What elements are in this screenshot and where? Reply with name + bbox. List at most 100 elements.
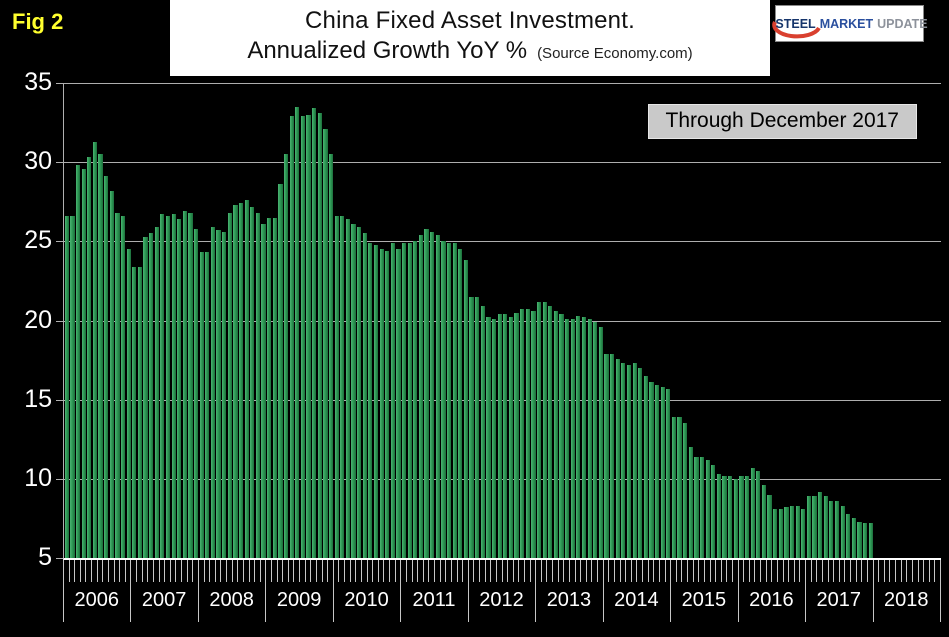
bar	[463, 260, 469, 558]
bar	[424, 228, 429, 558]
y-axis-label: 20	[24, 305, 52, 334]
y-axis-label: 30	[24, 147, 52, 176]
y-axis-tick	[56, 399, 63, 401]
bar	[576, 315, 581, 558]
bar	[565, 318, 570, 558]
bar	[323, 128, 328, 558]
month-tick	[883, 560, 885, 582]
month-tick	[321, 560, 323, 582]
month-tick	[720, 560, 722, 582]
annotation-box: Through December 2017	[647, 104, 917, 139]
month-tick	[630, 560, 632, 582]
bar	[868, 523, 873, 558]
bar	[739, 475, 744, 558]
month-tick	[855, 560, 857, 582]
bar	[621, 363, 626, 558]
bar	[531, 311, 536, 558]
month-tick	[613, 560, 615, 582]
month-tick	[529, 560, 531, 582]
month-tick	[585, 560, 587, 582]
bar	[351, 223, 356, 558]
bar	[818, 491, 823, 558]
month-tick	[642, 560, 644, 582]
y-axis-label: 10	[24, 463, 52, 492]
bar	[295, 106, 300, 558]
y-axis-label: 5	[38, 543, 52, 571]
month-tick	[394, 560, 396, 582]
bar	[705, 459, 710, 558]
month-tick	[147, 560, 149, 582]
bar	[587, 318, 592, 558]
bar	[486, 317, 491, 558]
bar	[171, 214, 176, 558]
bar	[289, 116, 294, 558]
bar	[542, 301, 547, 558]
month-tick	[906, 560, 908, 582]
bar	[75, 165, 81, 558]
month-tick	[782, 560, 784, 582]
bar	[441, 241, 446, 558]
month-tick	[895, 560, 897, 582]
month-tick	[85, 560, 87, 582]
bar	[227, 212, 232, 558]
month-tick	[299, 560, 301, 582]
bar	[688, 447, 693, 558]
month-tick	[574, 560, 576, 582]
bar	[182, 211, 187, 558]
gridline	[64, 83, 941, 84]
year-tick	[467, 560, 469, 622]
year-tick	[130, 560, 132, 622]
y-axis-tick	[56, 241, 63, 243]
bar	[581, 317, 587, 558]
month-tick	[209, 560, 211, 582]
bar	[177, 219, 182, 558]
month-tick	[344, 560, 346, 582]
month-tick	[850, 560, 852, 582]
month-tick	[175, 560, 177, 582]
month-tick	[304, 560, 306, 582]
bar	[194, 228, 199, 558]
y-axis-label: 25	[24, 226, 52, 255]
bar	[671, 417, 677, 558]
month-tick	[169, 560, 171, 582]
x-axis-year-label: 2008	[209, 589, 254, 611]
month-tick	[282, 560, 284, 582]
bar	[795, 505, 800, 558]
month-tick	[242, 560, 244, 582]
month-tick	[512, 560, 514, 582]
month-tick	[79, 560, 81, 582]
month-tick	[355, 560, 357, 582]
plot-area: Through December 2017	[63, 83, 941, 560]
y-axis-tick	[56, 320, 63, 322]
bar	[165, 216, 171, 558]
bar	[233, 204, 238, 558]
month-tick	[473, 560, 475, 582]
month-tick	[771, 560, 773, 582]
month-tick	[540, 560, 542, 582]
bar	[840, 505, 845, 558]
month-tick	[479, 560, 480, 582]
bar	[638, 368, 643, 558]
month-tick	[658, 560, 660, 582]
month-tick	[456, 560, 458, 582]
bar	[143, 236, 148, 558]
month-tick	[119, 560, 121, 582]
month-tick	[934, 560, 936, 582]
month-tick	[428, 560, 430, 582]
bar	[222, 231, 227, 558]
month-tick	[490, 560, 492, 582]
year-tick	[63, 560, 64, 622]
bar	[475, 296, 480, 558]
month-tick	[687, 560, 689, 582]
month-tick	[788, 560, 790, 582]
month-tick	[743, 560, 745, 582]
month-tick	[776, 560, 778, 582]
x-axis-year-label: 2017	[816, 589, 862, 611]
x-axis-year-label: 2010	[344, 589, 389, 611]
year-tick	[670, 560, 672, 622]
y-axis-label: 15	[24, 384, 52, 413]
year-tick	[805, 560, 807, 622]
bar	[396, 249, 401, 558]
month-tick	[923, 560, 925, 582]
bar	[81, 168, 86, 558]
